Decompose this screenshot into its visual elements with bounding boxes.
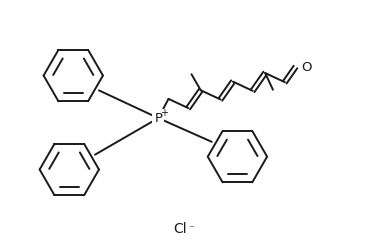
Text: O: O: [301, 60, 312, 74]
Text: Cl: Cl: [174, 222, 187, 236]
Text: +: +: [160, 108, 168, 118]
Text: ⁻: ⁻: [188, 224, 194, 234]
Text: P: P: [154, 112, 162, 124]
